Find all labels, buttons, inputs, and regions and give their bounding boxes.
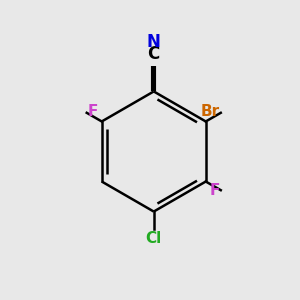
Text: F: F: [88, 104, 98, 119]
Text: F: F: [209, 183, 220, 198]
Text: Cl: Cl: [146, 231, 162, 246]
Text: N: N: [147, 33, 161, 51]
Text: Br: Br: [200, 104, 220, 119]
Text: C: C: [148, 45, 160, 63]
